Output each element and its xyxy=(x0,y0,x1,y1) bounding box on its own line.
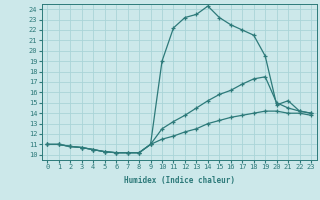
X-axis label: Humidex (Indice chaleur): Humidex (Indice chaleur) xyxy=(124,176,235,185)
